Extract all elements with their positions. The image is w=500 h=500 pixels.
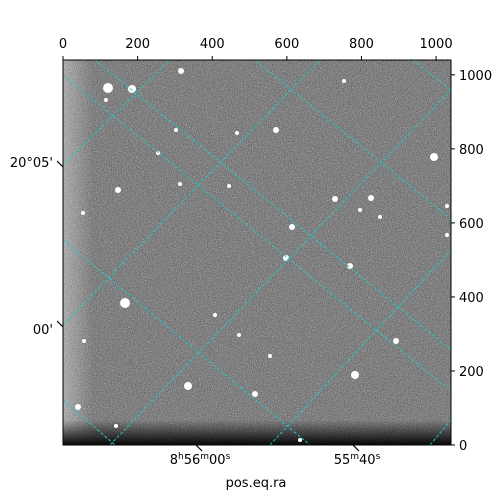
star-16 xyxy=(332,196,338,202)
star-9 xyxy=(273,127,279,133)
grid-line-3 xyxy=(412,60,451,91)
star-26 xyxy=(114,424,118,428)
star-30 xyxy=(227,184,231,188)
top-tick-label-5: 1000 xyxy=(420,37,453,52)
star-25 xyxy=(75,404,81,410)
star-14 xyxy=(237,333,241,337)
star-18 xyxy=(368,195,374,201)
coordinate-grid xyxy=(63,60,451,445)
star-10 xyxy=(289,224,295,230)
top-tick-label-1: 200 xyxy=(125,37,150,52)
star-20 xyxy=(358,208,362,212)
star-6 xyxy=(178,182,182,186)
star-4 xyxy=(104,98,108,102)
grid-line-5 xyxy=(63,399,116,445)
grid-line-1 xyxy=(63,74,451,392)
left-edge-glow xyxy=(63,60,93,445)
right-y-ticks: 0 200 400 600 800 1000 xyxy=(451,69,492,454)
star-21 xyxy=(430,153,438,161)
right-tick-label-0: 0 xyxy=(459,439,467,454)
dec-tick-mark-0 xyxy=(56,160,64,168)
grid-line-4 xyxy=(63,239,311,445)
star-34 xyxy=(178,68,184,74)
star-13 xyxy=(213,313,217,317)
top-tick-label-2: 400 xyxy=(200,37,225,52)
right-tick-label-2: 400 xyxy=(459,291,484,306)
star-31 xyxy=(298,438,302,442)
star-15 xyxy=(347,263,353,269)
star-7 xyxy=(184,382,192,390)
sky-image xyxy=(63,60,451,445)
x-axis-label: pos.eq.ra xyxy=(226,476,287,491)
ra-tick-label-2: 55m40s xyxy=(334,452,381,468)
grid-line-9 xyxy=(269,249,451,445)
grid-line-0 xyxy=(94,60,451,351)
bottom-edge-dark xyxy=(63,420,451,445)
ra-tick-mark-0 xyxy=(195,444,203,452)
ra-tick-mark-1 xyxy=(352,444,360,452)
right-tick-label-3: 600 xyxy=(459,217,484,232)
star-8 xyxy=(235,131,239,135)
right-tick-label-1: 200 xyxy=(459,365,484,380)
axes-frame xyxy=(62,59,452,446)
ra-tick-label-1: 8h56m00s xyxy=(170,452,231,468)
star-0 xyxy=(103,83,113,93)
grid-line-10 xyxy=(429,419,451,445)
right-tick-label-5: 1000 xyxy=(459,69,492,84)
star-24 xyxy=(268,354,272,358)
right-tick-label-4: 800 xyxy=(459,143,484,158)
top-tick-label-0: 0 xyxy=(59,37,67,52)
dec-tick-label-2: 00' xyxy=(33,323,53,338)
star-33 xyxy=(445,233,449,237)
star-27 xyxy=(82,339,86,343)
top-tick-label-4: 800 xyxy=(349,37,374,52)
grid-line-2 xyxy=(254,60,451,220)
top-x-ticks: 0 200 400 600 800 1000 xyxy=(59,37,453,60)
star-19 xyxy=(378,215,382,219)
noise-texture xyxy=(63,60,451,445)
dec-tick-label-1: 20°05' xyxy=(10,156,53,171)
star-12 xyxy=(252,391,258,397)
dec-tick-mark-1 xyxy=(56,320,64,328)
star-29 xyxy=(174,128,178,132)
grid-line-8 xyxy=(109,89,451,445)
star-28 xyxy=(342,79,346,83)
star-32 xyxy=(81,211,85,215)
star-23 xyxy=(393,338,399,344)
star-17 xyxy=(351,371,359,379)
star-3 xyxy=(120,298,130,308)
star-22 xyxy=(445,204,449,208)
grid-line-6 xyxy=(63,60,321,326)
star-1 xyxy=(128,85,136,93)
world-coordinate-ticks: 8h56m00s 55m40s 20°05' 00' xyxy=(10,156,381,468)
star-2 xyxy=(115,187,121,193)
top-tick-label-3: 600 xyxy=(274,37,299,52)
